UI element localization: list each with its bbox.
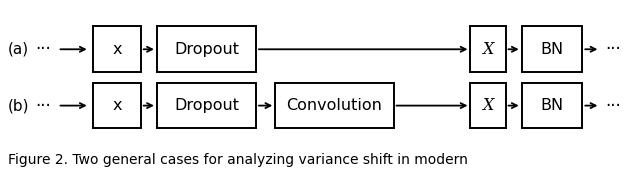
Text: ···: ··· [605,97,621,115]
Text: (b): (b) [8,98,29,113]
Text: ···: ··· [36,40,51,58]
Text: X: X [483,41,493,58]
Bar [157,26,256,72]
Text: Figure 2. Two general cases for analyzing variance shift in modern: Figure 2. Two general cases for analyzin… [8,153,468,167]
Text: Convolution: Convolution [287,98,382,113]
Text: ···: ··· [36,97,51,115]
Bar [275,83,394,128]
Text: ···: ··· [605,40,621,58]
Text: x: x [112,42,122,57]
Text: BN: BN [540,98,564,113]
Bar [93,83,141,128]
Bar [157,83,256,128]
Bar [522,26,582,72]
Text: x: x [112,98,122,113]
Bar [470,26,506,72]
Text: Dropout: Dropout [174,98,239,113]
Bar [93,26,141,72]
Text: Dropout: Dropout [174,42,239,57]
Text: BN: BN [540,42,564,57]
Bar [470,83,506,128]
Text: (a): (a) [8,42,29,57]
Text: X: X [483,97,493,114]
Bar [522,83,582,128]
